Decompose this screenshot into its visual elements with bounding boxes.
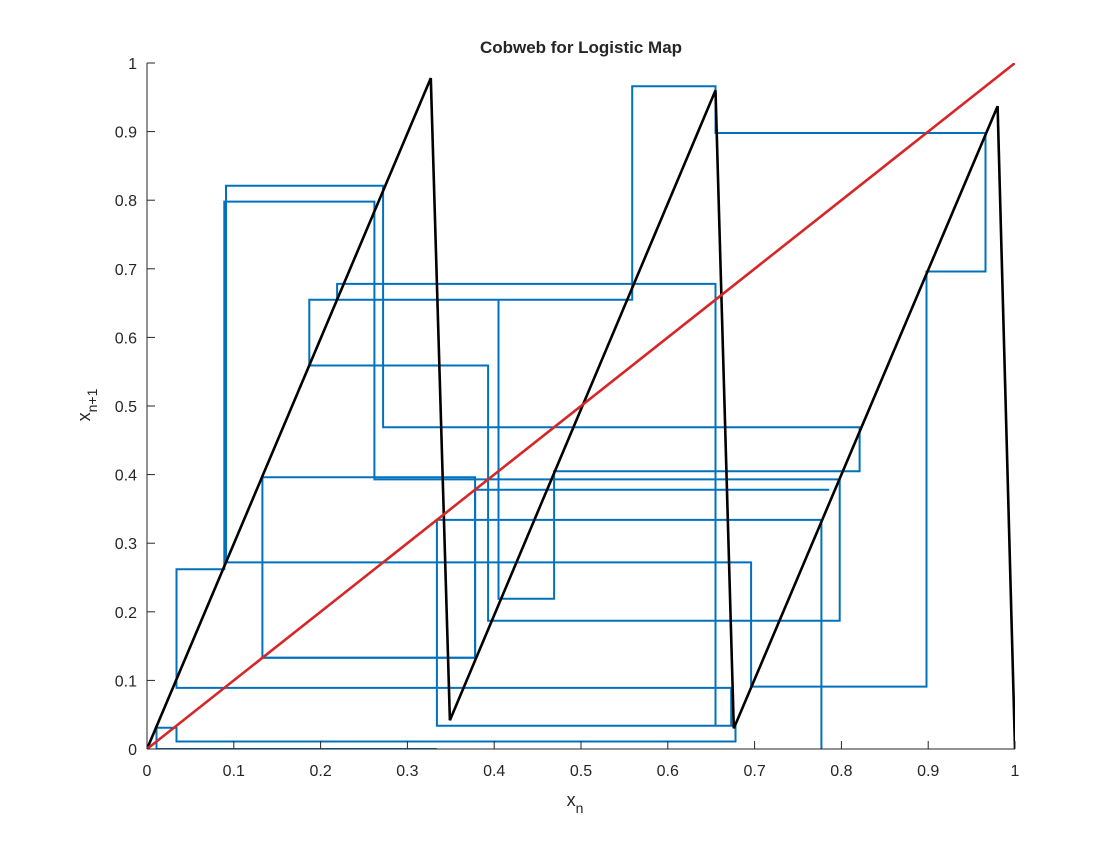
x-tick-label: 0.2 <box>309 763 331 780</box>
x-tick-label: 0.9 <box>917 763 939 780</box>
x-tick-label: 0.7 <box>743 763 765 780</box>
x-tick-label: 0.5 <box>570 763 592 780</box>
y-tick-label: 0.4 <box>115 468 137 485</box>
y-tick-label: 0.2 <box>115 605 137 622</box>
x-tick-label: 0.6 <box>657 763 679 780</box>
x-axis-label-base: x <box>567 790 576 810</box>
x-tick-label: 0 <box>143 763 152 780</box>
chart-title: Cobweb for Logistic Map <box>480 38 682 57</box>
x-tick-label: 0.4 <box>483 763 505 780</box>
y-axis-label-sub: n+1 <box>84 388 100 412</box>
y-tick-label: 0.7 <box>115 262 137 279</box>
x-tick-label: 1 <box>1011 763 1020 780</box>
y-tick-label: 1 <box>128 56 137 73</box>
y-tick-label: 0.1 <box>115 673 137 690</box>
y-axis-label: xn+1 <box>74 388 100 421</box>
x-tick-label: 0.8 <box>830 763 852 780</box>
x-tick-label: 0.3 <box>396 763 418 780</box>
series-line-identity-1 <box>147 63 1015 749</box>
x-tick-label: 0.1 <box>223 763 245 780</box>
y-tick-label: 0.5 <box>115 399 137 416</box>
y-tick-label: 0 <box>128 742 137 759</box>
y-tick-label: 0.8 <box>115 193 137 210</box>
series-line-cobweb-4 <box>260 488 830 659</box>
y-axis-label-base: x <box>74 412 94 421</box>
x-axis-label-sub: n <box>576 800 584 816</box>
y-tick-label: 0.9 <box>115 125 137 142</box>
x-axis-label: xn <box>567 790 584 816</box>
y-tick-label: 0.3 <box>115 536 137 553</box>
series-layer <box>147 63 1015 749</box>
y-tick-label: 0.6 <box>115 330 137 347</box>
series-line-map-0 <box>147 77 1015 749</box>
ticks: 0 0.1 0.2 0.3 0.4 0.5 0.6 0.7 0.8 0.9 1 0 0.1 0.2 0.3 0… <box>115 56 1020 780</box>
